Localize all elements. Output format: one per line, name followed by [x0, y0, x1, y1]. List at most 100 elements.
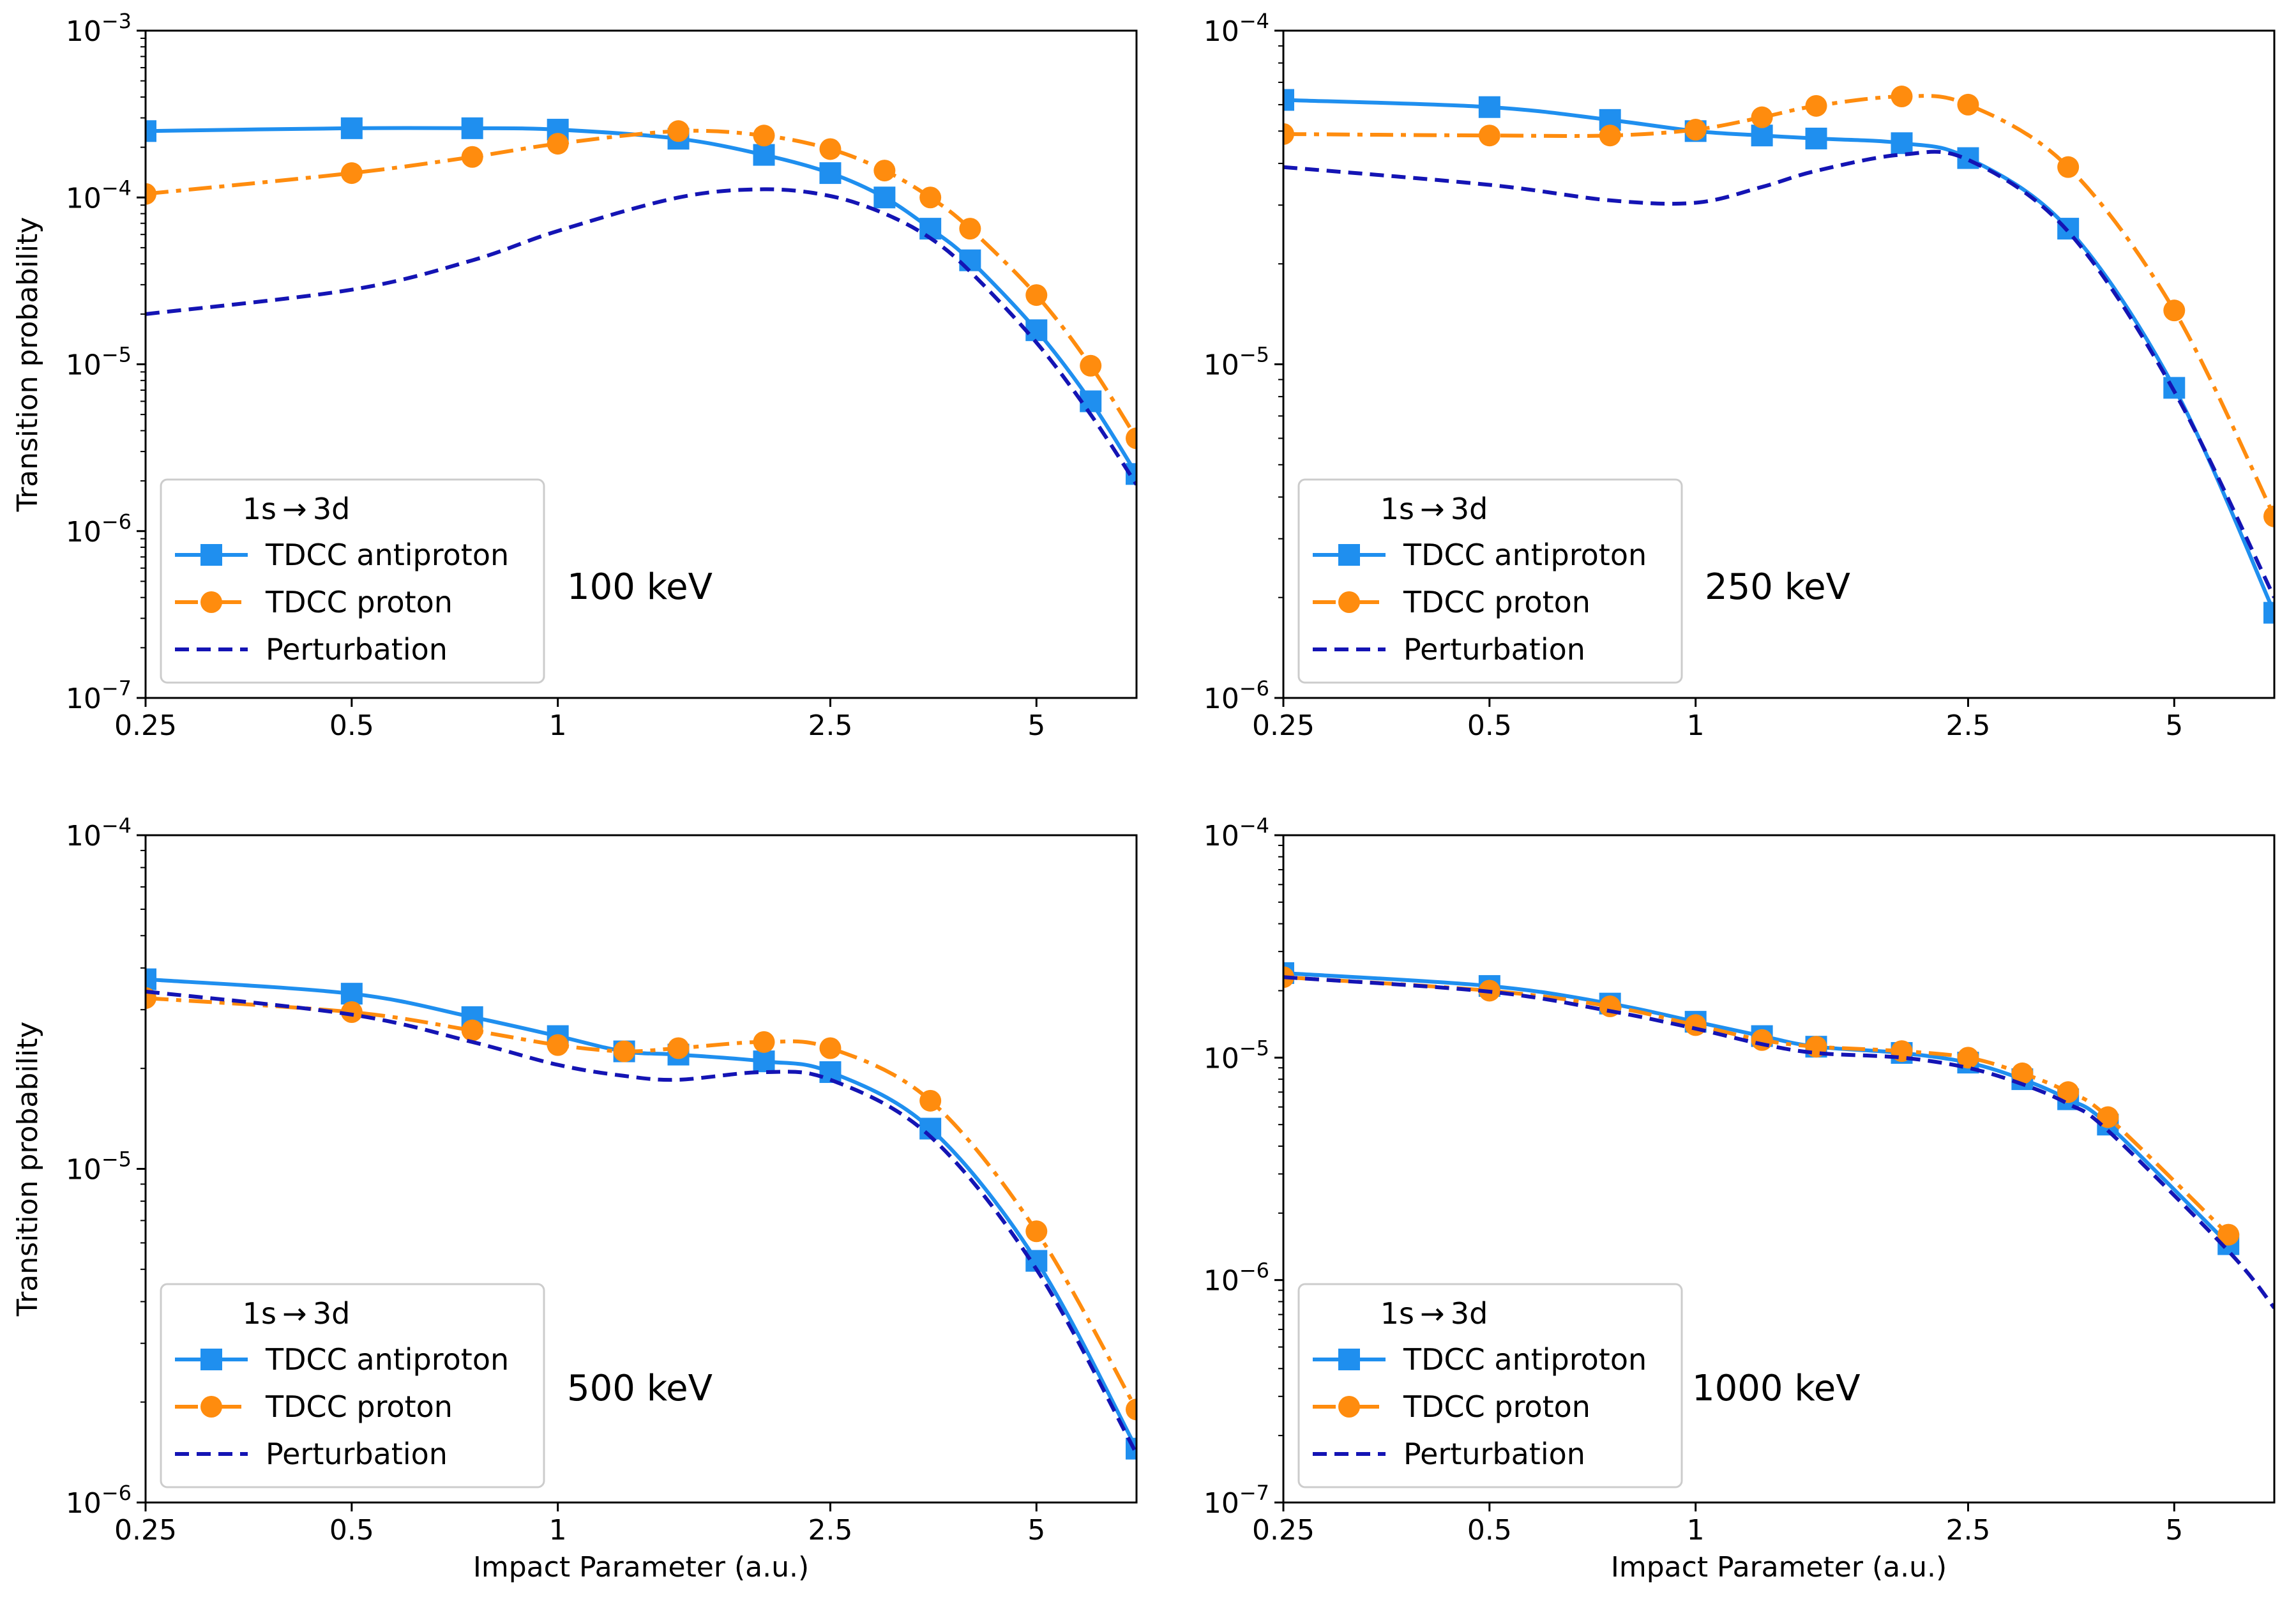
data-point-square — [819, 1061, 842, 1083]
x-tick-label: 2.5 — [808, 1514, 852, 1547]
energy-annotation: 100 keV — [567, 566, 713, 608]
data-point-circle — [1751, 1029, 1773, 1051]
panel-1: 0.25 0.5 1 2.5 5 10−7 10−6 10−5 10−4 10−3 1s → 3d T… — [11, 9, 1138, 742]
series-line-tdcc-antiproton — [1283, 98, 2274, 614]
data-point-circle — [1957, 93, 1979, 116]
legend: 1s → 3d TDCC antiproton TDCC proton Perturb… — [160, 478, 545, 684]
data-point-square — [1025, 319, 1048, 342]
data-point-circle — [547, 133, 569, 155]
series-group — [1283, 86, 2274, 624]
data-point-square — [1478, 96, 1500, 118]
x-tick-label: 0.5 — [1467, 709, 1512, 742]
data-point-circle — [1025, 284, 1048, 307]
data-point-square — [146, 968, 156, 990]
plot-frame — [144, 834, 1138, 1504]
series-line-tdcc-antiproton — [146, 977, 1137, 1450]
x-axis-label: Impact Parameter (a.u.) — [1611, 1551, 1947, 1584]
data-point-circle — [613, 1040, 635, 1063]
y-tick-label: 10−6 — [1204, 1259, 1269, 1298]
data-point-square — [1283, 89, 1294, 111]
data-point-circle — [667, 120, 690, 142]
x-tick-label: 1 — [1687, 709, 1705, 742]
legend-swatch-marker — [200, 1396, 222, 1418]
data-point-circle — [753, 1031, 775, 1053]
legend-title: 1s → 3d — [1380, 1296, 1488, 1331]
legend-label: TDCC proton — [1403, 585, 1590, 619]
legend-label: Perturbation — [266, 632, 448, 667]
y-axis-label: Transition probability — [11, 217, 44, 513]
data-point-circle — [2057, 1081, 2080, 1103]
data-point-circle — [1751, 106, 1773, 128]
legend-title: 1s → 3d — [243, 1296, 351, 1331]
data-point-circle — [667, 1037, 690, 1059]
legend-title: 1s → 3d — [1380, 492, 1488, 526]
legend: 1s → 3d TDCC antiproton TDCC proton Perturb… — [160, 1283, 545, 1488]
x-tick-label: 0.5 — [329, 709, 374, 742]
data-point-circle — [547, 1034, 569, 1056]
panel-4: 0.25 0.5 1 2.5 5 10−7 10−6 10−5 10−4 1s → 3d TDCC … — [1204, 814, 2276, 1584]
legend-label: Perturbation — [1403, 1437, 1585, 1471]
data-point-circle — [1684, 1014, 1707, 1036]
data-point-circle — [2097, 1106, 2119, 1128]
x-tick-label: 1 — [1687, 1514, 1705, 1547]
x-tick-label: 1 — [549, 1514, 567, 1547]
data-point-circle — [1957, 1047, 1979, 1069]
data-point-square — [1126, 1437, 1137, 1460]
plot-frame — [144, 29, 1138, 699]
series-line-tdcc-proton — [146, 128, 1137, 440]
x-tick-label: 0.5 — [1467, 1514, 1512, 1547]
x-tick-label: 0.25 — [114, 709, 177, 742]
y-tick-label: 10−7 — [1204, 1481, 1269, 1520]
legend-title: 1s → 3d — [243, 492, 351, 526]
legend-swatch-marker — [1338, 1349, 1360, 1370]
series-group — [146, 968, 1137, 1460]
y-tick-label: 10−5 — [1204, 1036, 1269, 1075]
data-point-circle — [461, 1019, 483, 1041]
data-point-square — [340, 983, 363, 1005]
y-tick-label: 10−6 — [1204, 676, 1269, 715]
legend-swatch-marker — [1338, 544, 1360, 566]
data-point-square — [2263, 602, 2274, 624]
y-axis-label: Transition probability — [11, 1022, 44, 1317]
legend-swatch-marker — [1338, 591, 1360, 613]
data-point-circle — [1478, 125, 1500, 147]
data-point-square — [959, 249, 981, 271]
data-point-circle — [1599, 125, 1621, 147]
series-line-tdcc-proton — [1283, 94, 2274, 518]
x-tick-label: 5 — [1027, 1514, 1045, 1547]
legend-label: Perturbation — [266, 1437, 448, 1471]
legend-label: TDCC antiproton — [265, 538, 509, 572]
data-point-circle — [2263, 505, 2274, 527]
y-tick-label: 10−5 — [66, 343, 132, 382]
data-point-circle — [873, 160, 896, 182]
legend-label: TDCC proton — [265, 585, 453, 619]
legend-frame — [160, 478, 545, 684]
y-tick-label: 10−3 — [66, 9, 132, 48]
data-point-square — [873, 186, 896, 209]
legend: 1s → 3d TDCC antiproton TDCC proton Perturb… — [1297, 1283, 1683, 1488]
data-point-circle — [1805, 95, 1827, 117]
data-point-square — [819, 162, 842, 185]
data-point-circle — [2217, 1223, 2240, 1246]
data-point-square — [753, 144, 775, 166]
x-tick-label: 5 — [2165, 1514, 2183, 1547]
data-point-circle — [1126, 427, 1137, 450]
x-tick-label: 0.25 — [114, 1514, 177, 1547]
data-point-circle — [340, 162, 363, 185]
energy-annotation: 500 keV — [567, 1368, 713, 1409]
data-point-circle — [2163, 299, 2186, 322]
y-tick-label: 10−6 — [66, 510, 132, 549]
y-tick-label: 10−5 — [1204, 343, 1269, 382]
data-point-circle — [1080, 354, 1102, 377]
legend: 1s → 3d TDCC antiproton TDCC proton Perturb… — [1297, 478, 1683, 684]
y-tick-label: 10−5 — [66, 1147, 132, 1186]
energy-annotation: 250 keV — [1705, 566, 1850, 608]
series-group — [1283, 962, 2274, 1310]
legend-label: TDCC proton — [1403, 1389, 1590, 1424]
data-point-circle — [2011, 1062, 2034, 1084]
data-point-circle — [1891, 86, 1913, 108]
series-line-perturbation — [146, 187, 1137, 486]
y-tick-label: 10−6 — [66, 1481, 132, 1520]
x-tick-label: 2.5 — [1945, 1514, 1990, 1547]
